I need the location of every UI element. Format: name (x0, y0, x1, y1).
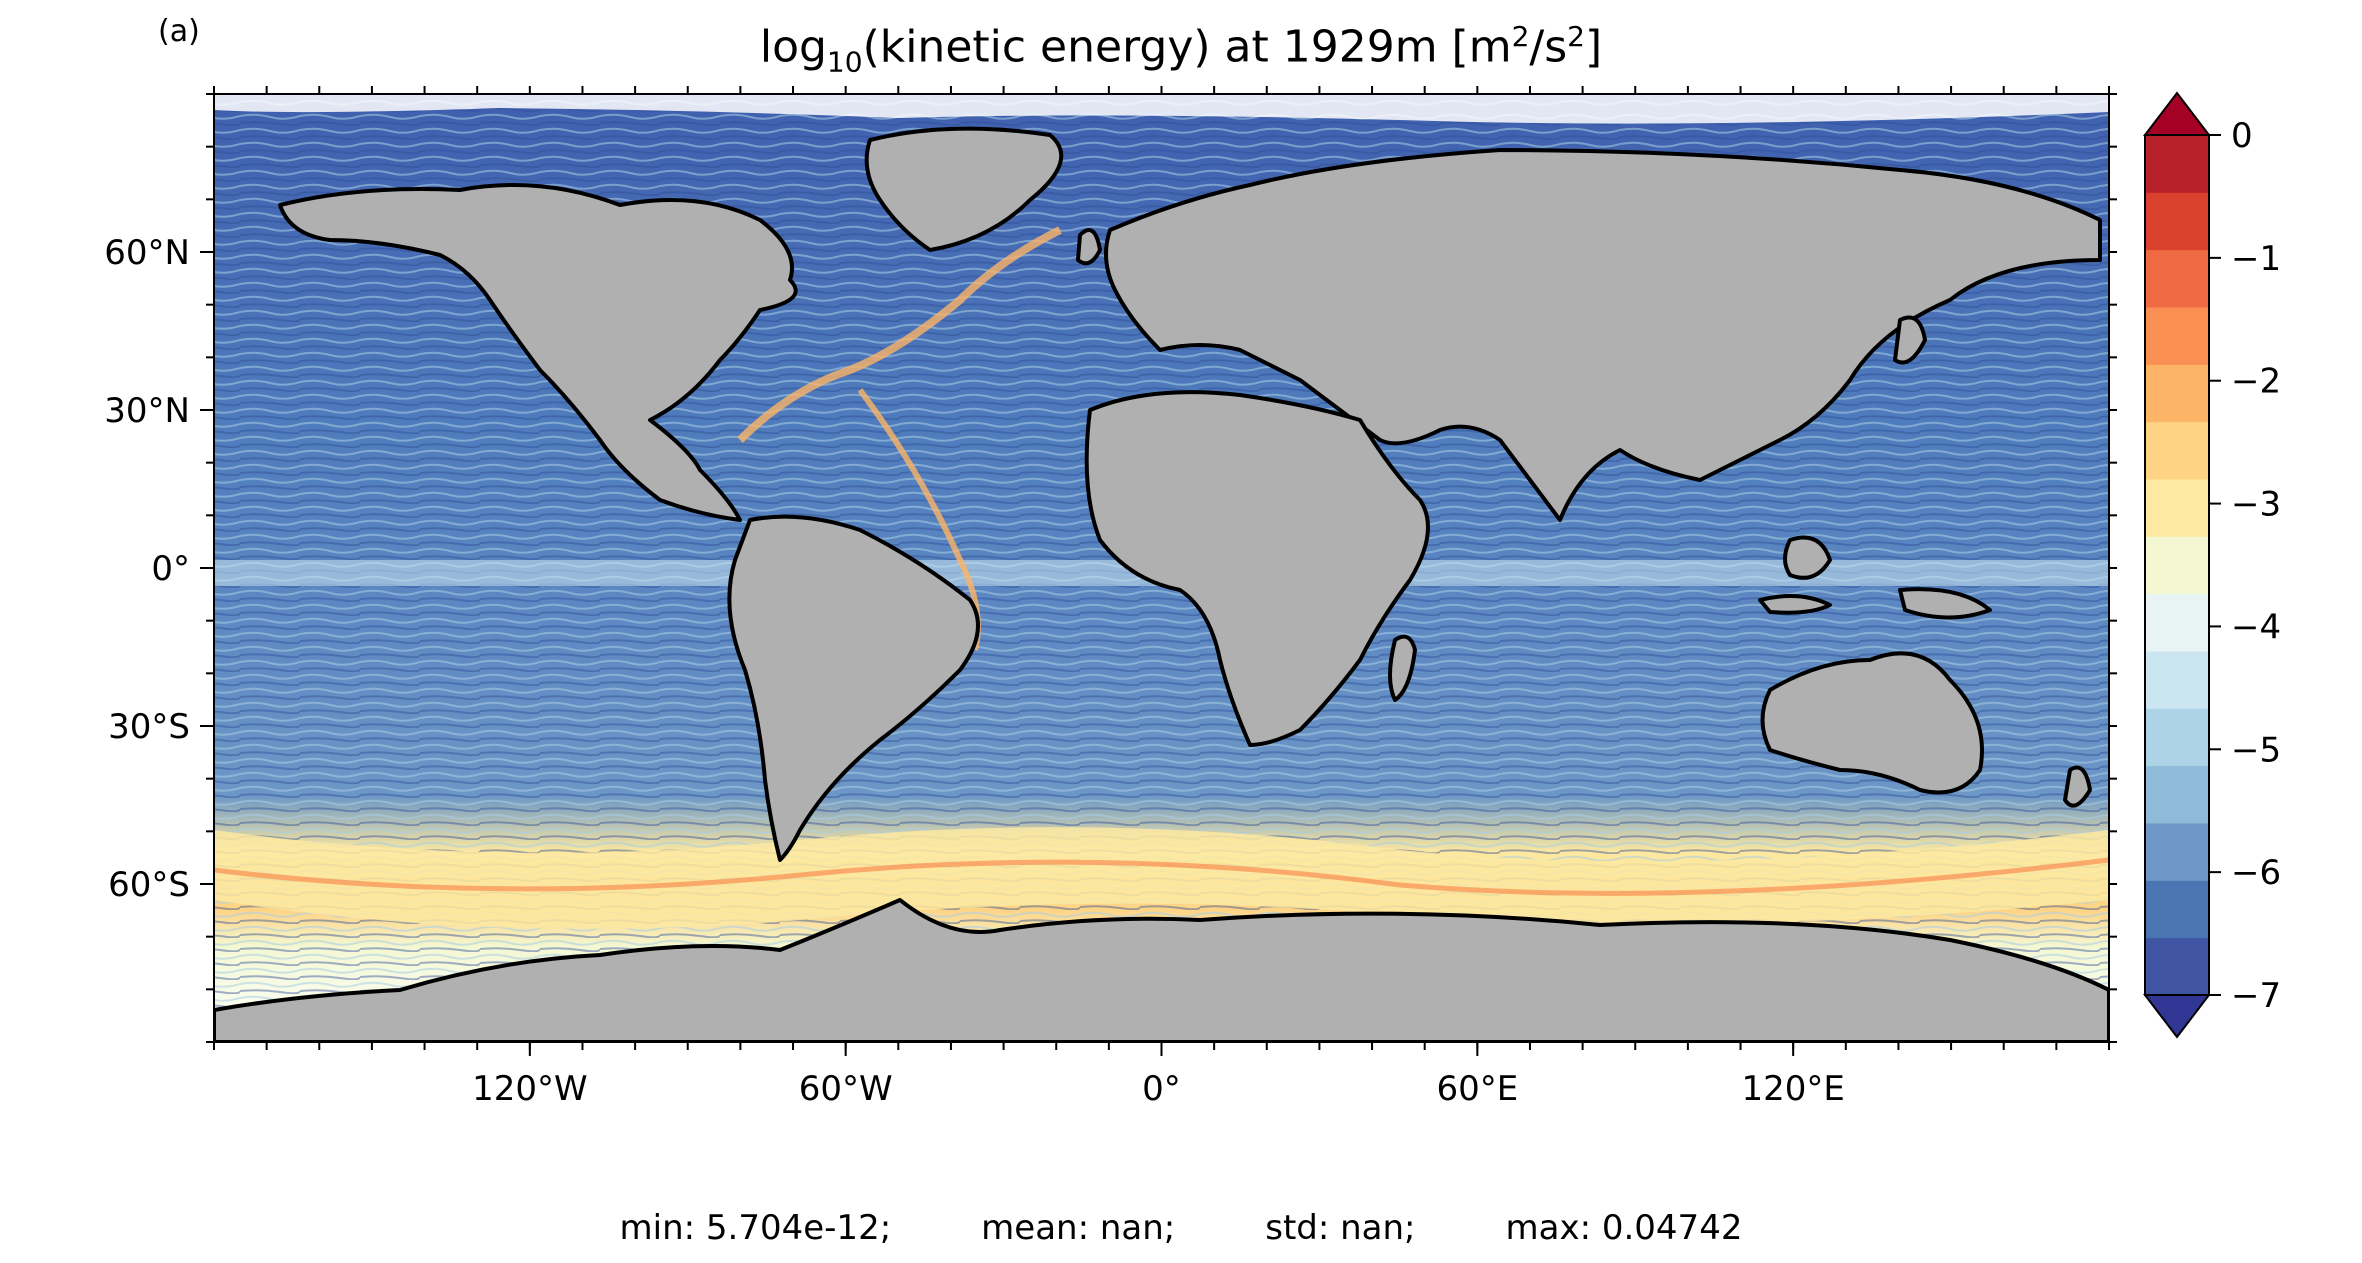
x-tick-label: 0° (1142, 1069, 1181, 1109)
colorbar-tick-label: −6 (2231, 853, 2281, 893)
acc-core (214, 857, 2109, 896)
australia (1760, 651, 1984, 795)
colorbar-level (2145, 536, 2209, 595)
colorbar-tick-label: −3 (2231, 485, 2281, 525)
colorbar-level (2145, 364, 2209, 423)
indonesia (1758, 594, 1832, 615)
x-tick-label: 120°W (472, 1069, 588, 1109)
south-america (727, 514, 980, 862)
stat-std: std: nan; (1265, 1208, 1416, 1248)
y-tick-label: 0° (151, 549, 190, 589)
x-tick-label: 120°E (1741, 1069, 1844, 1109)
colorbar-extend-min (2142, 994, 2212, 1039)
stats-line: min: 5.704e-12; mean: nan; std: nan; max: 0… (0, 1208, 2362, 1248)
title-suffix: ] (1584, 21, 1603, 73)
gulf-stream (737, 226, 1062, 443)
title-prefix-sub: 10 (826, 45, 863, 79)
colorbar-level (2145, 192, 2209, 251)
colorbar-tick-label: −2 (2231, 362, 2281, 402)
colorbar-level (2145, 708, 2209, 767)
colorbar-level (2145, 307, 2209, 365)
y-tick-label: 60°N (104, 233, 190, 273)
map-title: log10(kinetic energy) at 1929m [m2/s2] (0, 20, 2362, 78)
x-tick-label: 60°W (799, 1069, 893, 1109)
colorbar-level (2145, 651, 2209, 709)
x-tick-label: 60°E (1436, 1069, 1518, 1109)
land (214, 126, 2109, 1042)
arctic-ice (214, 94, 2109, 124)
title-sup1: 2 (1511, 20, 1530, 53)
title-mid2: /s (1529, 21, 1568, 73)
title-middle: (kinetic energy) at 1929m [m (862, 21, 1512, 73)
eurasia (1104, 148, 2102, 522)
colorbar-extend-max (2142, 91, 2212, 136)
colorbar-level (2145, 135, 2209, 193)
colorbar-level (2145, 823, 2209, 881)
antarctica (214, 898, 2109, 1042)
map-area (214, 94, 2109, 1042)
colorbar-tick-label: −5 (2231, 730, 2281, 770)
colorbar-tick-label: 0 (2231, 116, 2253, 156)
stat-mean: mean: nan; (981, 1208, 1176, 1248)
colorbar-tick-label: −1 (2231, 239, 2281, 279)
y-tick-label: 60°S (108, 865, 190, 905)
new-guinea (1898, 587, 1992, 620)
colorbar-level (2145, 593, 2209, 652)
japan (1893, 315, 1927, 365)
y-tick-label: 30°N (104, 391, 190, 431)
panel-label: (a) (158, 14, 200, 49)
greenland (864, 126, 1064, 252)
y-tick-label: 30°S (108, 707, 190, 747)
colorbar-level (2145, 421, 2209, 480)
colorbar-level (2145, 937, 2209, 996)
colorbar-tick-label: −4 (2231, 607, 2281, 647)
x-axis: 120°W 60°W 0° 60°E 120°E (213, 86, 2110, 1109)
madagascar (1388, 634, 1417, 702)
colorbar-tick-label: −7 (2231, 976, 2281, 1016)
title-sup2: 2 (1567, 20, 1585, 53)
y-axis: 60°N 30°N 0° 30°S 60°S (104, 93, 2117, 1043)
stat-max: max: 0.04742 (1505, 1208, 1743, 1248)
colorbar-level (2145, 479, 2209, 537)
new-zealand (2063, 765, 2092, 808)
stat-min: min: 5.704e-12; (619, 1208, 892, 1248)
colorbar: 0 −1 −2 −3 −4 −5 −6 −7 (2142, 91, 2281, 1039)
borneo (1783, 535, 1832, 580)
southern-ocean-band (214, 827, 2109, 929)
north-america (278, 183, 798, 522)
colorbar-level (2145, 765, 2209, 824)
colorbar-frame (2144, 134, 2210, 996)
colorbar-level (2145, 249, 2209, 308)
africa (1084, 390, 1430, 747)
uk (1076, 228, 1102, 266)
colorbar-level (2145, 880, 2209, 939)
title-prefix: log (759, 21, 827, 73)
